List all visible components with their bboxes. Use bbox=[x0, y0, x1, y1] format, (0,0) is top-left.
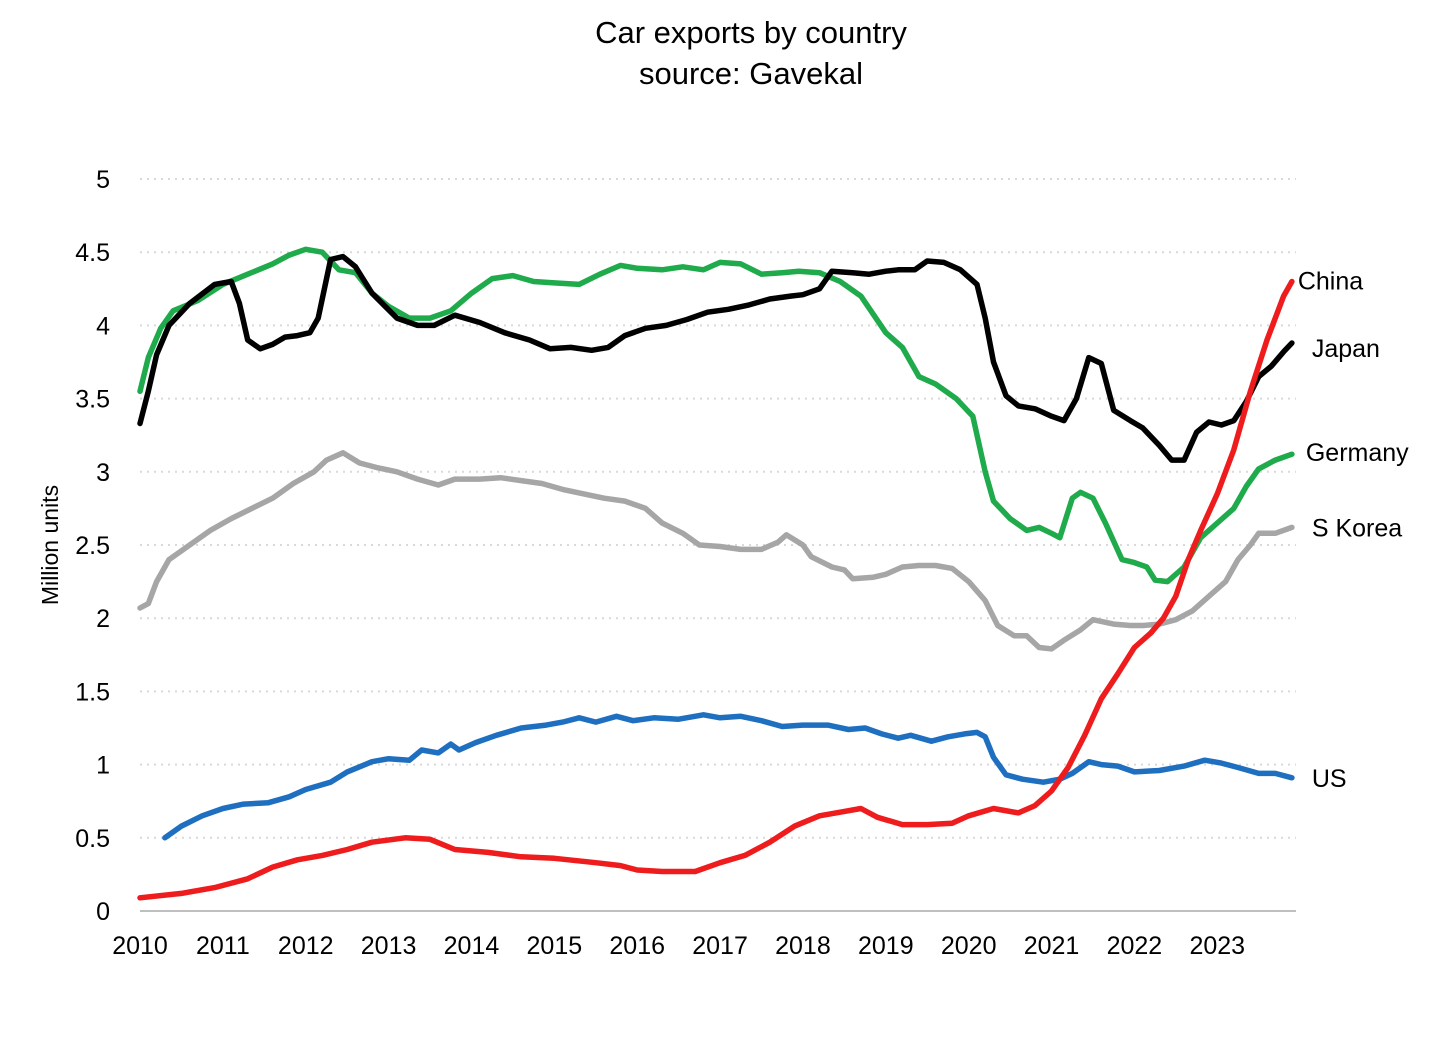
series-lines bbox=[137, 246, 1295, 901]
axes: 0 0.5 1 1.5 2 2.5 3 3.5 4 4.5 5 2010 2011 2012 2013 201… bbox=[75, 166, 1296, 960]
x-tick-label: 2011 bbox=[196, 932, 250, 960]
x-tick-label: 2014 bbox=[444, 932, 500, 960]
y-tick-label: 1.5 bbox=[75, 678, 110, 706]
series-label-china: China bbox=[1298, 267, 1363, 295]
y-tick-label: 3 bbox=[96, 459, 110, 487]
y-tick-label: 2.5 bbox=[75, 532, 110, 560]
chart-subtitle: source: Gavekal bbox=[639, 56, 863, 91]
y-tick-label: 5 bbox=[96, 166, 110, 194]
x-tick-label: 2010 bbox=[112, 932, 168, 960]
x-tick-label: 2023 bbox=[1189, 932, 1245, 960]
x-tick-label: 2019 bbox=[858, 932, 914, 960]
x-tick-label: 2021 bbox=[1024, 932, 1080, 960]
series-labels: S Korea US Germany Japan China bbox=[1298, 267, 1409, 792]
y-tick-label: 1 bbox=[96, 752, 110, 780]
y-tick-label: 3.5 bbox=[75, 386, 110, 414]
y-tick-label: 4 bbox=[96, 312, 110, 340]
y-tick-label: 4.5 bbox=[75, 239, 110, 267]
y-axis-label: Million units bbox=[37, 485, 63, 605]
x-tick-label: 2022 bbox=[1107, 932, 1163, 960]
gridlines bbox=[140, 178, 1296, 839]
x-tick-label: 2020 bbox=[941, 932, 997, 960]
x-tick-label: 2017 bbox=[692, 932, 748, 960]
y-tick-label: 0.5 bbox=[75, 825, 110, 853]
series-line-japan bbox=[137, 253, 1295, 463]
series-label-germany: Germany bbox=[1306, 439, 1409, 467]
series-line-s-korea bbox=[137, 450, 1295, 652]
x-tick-label: 2016 bbox=[609, 932, 665, 960]
series-label-us: US bbox=[1312, 765, 1347, 793]
series-line-us bbox=[162, 712, 1295, 841]
x-tick-label: 2013 bbox=[361, 932, 417, 960]
series-line-china bbox=[137, 278, 1295, 901]
series-line-germany bbox=[137, 246, 1295, 585]
x-tick-label: 2018 bbox=[775, 932, 831, 960]
x-tick-label: 2015 bbox=[527, 932, 583, 960]
x-tick-label: 2012 bbox=[278, 932, 334, 960]
y-tick-label: 0 bbox=[96, 898, 110, 926]
series-label-japan: Japan bbox=[1312, 335, 1380, 363]
chart-title: Car exports by country bbox=[595, 15, 907, 50]
series-label-s-korea: S Korea bbox=[1312, 514, 1402, 542]
y-tick-label: 2 bbox=[96, 605, 110, 633]
